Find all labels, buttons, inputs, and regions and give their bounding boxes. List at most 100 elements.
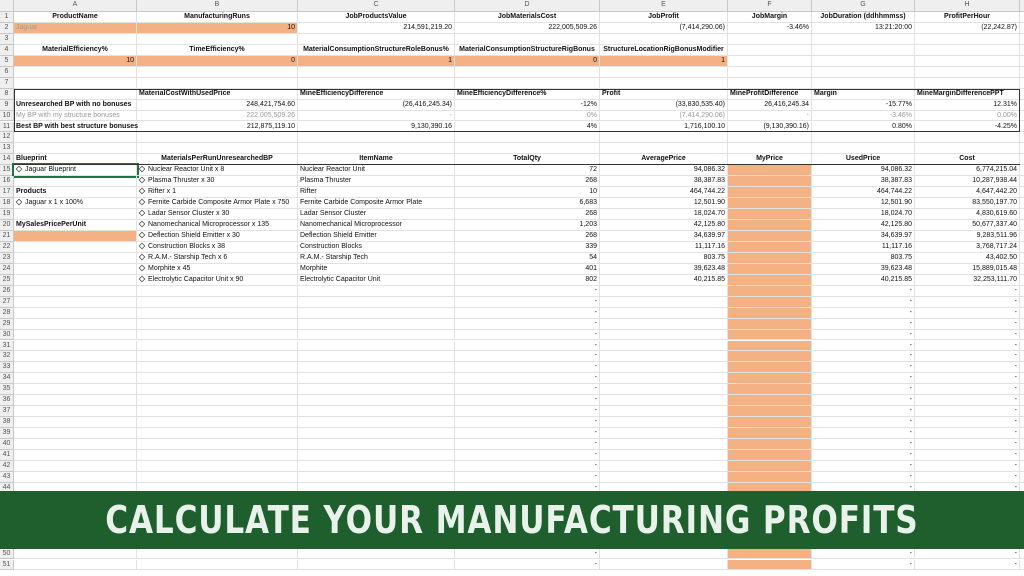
cell[interactable]: 83,550,197.70 — [915, 198, 1020, 210]
cell[interactable]: - — [812, 559, 915, 571]
cell-empty[interactable] — [915, 55, 1020, 67]
cell-empty[interactable] — [137, 285, 298, 297]
cell[interactable]: 10 — [14, 55, 137, 67]
cell[interactable]: Nuclear Reactor Unit x 8 — [137, 165, 298, 177]
row-header[interactable]: 2 — [0, 22, 14, 34]
cell-empty[interactable] — [812, 44, 915, 56]
cell[interactable]: - — [812, 450, 915, 461]
row-header[interactable]: 40 — [0, 439, 14, 450]
cell-empty[interactable] — [137, 395, 298, 407]
cell[interactable]: 6,683 — [455, 198, 600, 210]
cell[interactable]: 0 — [137, 55, 298, 67]
cell[interactable]: - — [455, 318, 600, 330]
cell[interactable]: - — [812, 471, 915, 483]
row-header[interactable]: 39 — [0, 428, 14, 440]
cell[interactable]: - — [915, 307, 1020, 319]
cell[interactable]: 39,623.48 — [600, 263, 728, 275]
row-header[interactable]: 5 — [0, 55, 14, 67]
column-header[interactable]: G — [812, 0, 915, 12]
cell[interactable]: Unresearched BP with no bonuses — [14, 99, 137, 111]
cell[interactable]: - — [455, 559, 600, 571]
cell-empty[interactable] — [728, 351, 812, 363]
row-header[interactable]: 1 — [0, 12, 14, 23]
row-header[interactable]: 6 — [0, 66, 14, 78]
cell[interactable]: - — [812, 307, 915, 319]
row-header[interactable]: 8 — [0, 88, 14, 100]
cell-empty[interactable] — [137, 296, 298, 308]
cell[interactable]: - — [812, 428, 915, 440]
cell[interactable]: -4.25% — [915, 121, 1020, 133]
row-header[interactable]: 17 — [0, 187, 14, 199]
cell[interactable]: - — [455, 460, 600, 472]
cell-empty[interactable] — [728, 307, 812, 319]
cell-empty[interactable] — [812, 132, 915, 144]
cell-empty[interactable] — [298, 471, 455, 483]
row-header[interactable]: 16 — [0, 176, 14, 188]
cell-empty[interactable] — [14, 77, 137, 89]
column-header[interactable]: B — [137, 0, 298, 12]
row-header[interactable]: 35 — [0, 384, 14, 396]
cell[interactable]: 10,287,938.44 — [915, 176, 1020, 188]
cell-empty[interactable] — [298, 132, 455, 144]
cell[interactable]: - — [812, 406, 915, 418]
cell[interactable]: 214,591,219.20 — [298, 22, 455, 34]
cell[interactable]: ProductName — [14, 12, 137, 23]
cell[interactable]: - — [298, 110, 455, 122]
cell[interactable]: 11,117.16 — [812, 241, 915, 253]
cell[interactable]: Morphite — [298, 263, 455, 275]
cell[interactable]: 401 — [455, 263, 600, 275]
cell-empty[interactable] — [137, 362, 298, 374]
cell-empty[interactable] — [298, 307, 455, 319]
cell-empty[interactable] — [14, 176, 137, 188]
cell[interactable]: JobProfit — [600, 12, 728, 23]
cell-empty[interactable] — [600, 559, 728, 571]
cell-empty[interactable] — [600, 351, 728, 363]
cell-empty[interactable] — [728, 274, 812, 286]
cell[interactable]: - — [812, 417, 915, 429]
cell[interactable]: MineMarginDifferencePPT — [915, 88, 1020, 100]
cell[interactable]: 72 — [455, 165, 600, 177]
cell[interactable]: MySalesPricePerUnit — [14, 220, 137, 231]
cell[interactable]: Jaguar Blueprint — [12, 163, 139, 179]
cell[interactable]: Rifter x 1 — [137, 187, 298, 199]
cell[interactable]: 4% — [455, 121, 600, 133]
cell[interactable]: 339 — [455, 241, 600, 253]
cell[interactable]: - — [915, 384, 1020, 396]
row-header[interactable]: 4 — [0, 44, 14, 56]
cell[interactable]: 4,830,619.60 — [915, 209, 1020, 221]
cell-empty[interactable] — [812, 66, 915, 78]
row-header[interactable]: 10 — [0, 110, 14, 122]
cell-empty[interactable] — [298, 460, 455, 472]
cell-empty[interactable] — [728, 471, 812, 483]
row-header[interactable]: 42 — [0, 460, 14, 472]
row-header[interactable]: 11 — [0, 121, 14, 133]
cell[interactable]: Ladar Sensor Cluster x 30 — [137, 209, 298, 221]
cell[interactable]: - — [455, 307, 600, 319]
cell-empty[interactable] — [137, 33, 298, 45]
cell-empty[interactable] — [137, 417, 298, 429]
cell[interactable]: 12.31% — [915, 99, 1020, 111]
cell-empty[interactable] — [298, 77, 455, 89]
cell-empty[interactable] — [728, 165, 812, 177]
row-header[interactable]: 18 — [0, 198, 14, 210]
cell[interactable]: My BP with my structure bonuses — [14, 110, 137, 122]
cell[interactable]: - — [915, 340, 1020, 352]
row-header[interactable]: 26 — [0, 285, 14, 297]
cell-empty[interactable] — [728, 559, 812, 571]
cell-empty[interactable] — [14, 450, 137, 461]
cell[interactable]: - — [455, 373, 600, 385]
column-header[interactable]: E — [600, 0, 728, 12]
cell-empty[interactable] — [600, 318, 728, 330]
cell[interactable]: - — [455, 439, 600, 450]
row-header[interactable]: 23 — [0, 252, 14, 264]
cell[interactable]: 1,203 — [455, 220, 600, 231]
cell[interactable]: 13:21:20:00 — [812, 22, 915, 34]
cell[interactable]: 34,639.97 — [600, 231, 728, 242]
cell[interactable]: - — [455, 384, 600, 396]
cell-empty[interactable] — [600, 460, 728, 472]
cell-empty[interactable] — [137, 132, 298, 144]
row-header[interactable]: 38 — [0, 417, 14, 429]
cell-empty[interactable] — [298, 548, 455, 560]
column-header[interactable]: C — [298, 0, 455, 12]
cell-empty[interactable] — [600, 66, 728, 78]
